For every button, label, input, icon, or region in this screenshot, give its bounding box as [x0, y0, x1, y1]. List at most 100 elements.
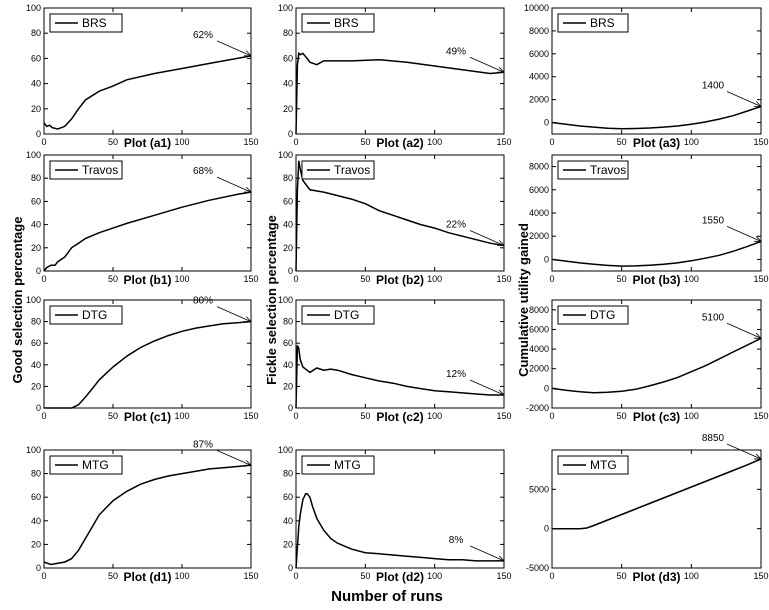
panel-subtitle: Plot (d2) [376, 570, 424, 584]
xtick-label: 0 [41, 274, 46, 284]
ytick-label: 100 [278, 3, 293, 13]
panel-subtitle: Plot (d3) [633, 570, 681, 584]
panel-subtitle: Plot (c1) [124, 410, 171, 424]
ytick-label: 60 [283, 53, 293, 63]
ytick-label: 20 [31, 539, 41, 549]
ytick-label: 40 [283, 220, 293, 230]
ytick-label: 0 [288, 129, 293, 139]
xlabel-number-of-runs: Number of runs [331, 588, 443, 605]
ytick-label: 60 [283, 338, 293, 348]
annotation-arrowhead [243, 186, 252, 193]
annotation-arrowhead [753, 453, 762, 460]
ytick-label: 60 [31, 196, 41, 206]
ytick-label: 40 [283, 516, 293, 526]
xtick-label: 0 [293, 411, 298, 421]
series-line [551, 337, 762, 394]
annotation-arrowhead [496, 555, 505, 562]
xtick-label: 50 [108, 274, 118, 284]
ytick-label: 80 [31, 317, 41, 327]
legend-label: MTG [82, 458, 109, 472]
xtick-label: 150 [243, 137, 258, 147]
legend-box [49, 305, 123, 325]
annotation-arrowhead [243, 459, 252, 466]
xtick-label: 0 [41, 571, 46, 581]
series-line [295, 51, 505, 135]
ytick-label: 20 [283, 104, 293, 114]
ytick-label: -5000 [526, 563, 549, 573]
legend-box [49, 455, 123, 475]
annotation-label: 12% [446, 369, 466, 380]
legend-label: DTG [590, 308, 615, 322]
xtick-label: 0 [41, 411, 46, 421]
ytick-label: 6000 [529, 324, 549, 334]
annotation-arrow [469, 230, 505, 246]
xtick-label: 150 [496, 411, 511, 421]
xtick-label: 100 [684, 274, 699, 284]
annotation-label: 1400 [702, 81, 725, 92]
ytick-label: 100 [26, 445, 41, 455]
ytick-label: 100 [26, 3, 41, 13]
annotation-label: 5100 [702, 312, 725, 323]
ytick-label: 6000 [529, 49, 549, 59]
ytick-label: 20 [283, 243, 293, 253]
xtick-label: 0 [293, 137, 298, 147]
series-line [43, 464, 252, 566]
ytick-label: 80 [283, 28, 293, 38]
legend-box [301, 13, 375, 33]
xtick-label: 150 [496, 274, 511, 284]
series-line [43, 55, 252, 130]
panel-a2: 0 20 40 60 80 100 0 50 100 150 BRS 49% Plot (a2) [278, 3, 512, 150]
legend-label: DTG [82, 308, 107, 322]
xtick-label: 100 [684, 137, 699, 147]
ytick-label: 40 [31, 360, 41, 370]
series-line [295, 345, 504, 409]
ytick-label: 100 [278, 445, 293, 455]
ytick-label: 100 [26, 295, 41, 305]
panel-subtitle: Plot (d1) [124, 570, 172, 584]
xtick-label: 0 [41, 137, 46, 147]
ytick-label: 0 [544, 524, 549, 534]
annotation-label: 22% [446, 219, 466, 230]
ytick-label: 0 [288, 563, 293, 573]
ytick-label: 10000 [524, 3, 549, 13]
ytick-label: 20 [31, 104, 41, 114]
ytick-label: 0 [36, 563, 41, 573]
ytick-label: 8000 [529, 162, 549, 172]
annotation-label: 80% [193, 296, 213, 307]
annotation-label: 8850 [702, 433, 725, 444]
legend-label: BRS [590, 16, 615, 30]
series-line [551, 240, 762, 267]
panel-subtitle: Plot (b2) [376, 273, 424, 287]
legend-label: MTG [590, 458, 617, 472]
annotation-label: 8% [449, 535, 464, 546]
annotation-arrow [216, 306, 252, 322]
xtick-label: 100 [174, 411, 189, 421]
ytick-label: 80 [31, 173, 41, 183]
ytick-label: 80 [283, 317, 293, 327]
ytick-label: 4000 [529, 344, 549, 354]
xtick-label: 0 [293, 571, 298, 581]
ytick-label: 40 [31, 516, 41, 526]
legend-label: Travos [590, 163, 626, 177]
xtick-label: 50 [617, 137, 627, 147]
legend-label: BRS [82, 16, 107, 30]
annotation-arrow [726, 443, 762, 460]
ytick-label: 0 [288, 403, 293, 413]
legend-label: Travos [334, 163, 370, 177]
ylabel-good-selection: Good selection percentage [10, 217, 25, 384]
series-line [551, 105, 762, 130]
annotation-label: 68% [193, 166, 213, 177]
panel-d1: 0 20 40 60 80 100 0 50 100 150 MTG 87% Plot (d1) [26, 439, 259, 584]
series-line [43, 191, 252, 272]
annotation-arrowhead [753, 101, 762, 107]
annotation-label: 1550 [702, 215, 725, 226]
annotation-arrow [726, 322, 762, 339]
xtick-label: 50 [108, 571, 118, 581]
annotation-arrow [216, 176, 252, 193]
ytick-label: 100 [26, 150, 41, 160]
annotation-arrow [216, 449, 252, 466]
panel-subtitle: Plot (a2) [376, 136, 423, 150]
xtick-label: 150 [753, 571, 768, 581]
panel-subtitle: Plot (c2) [376, 410, 423, 424]
annotation-arrowhead [496, 66, 505, 73]
